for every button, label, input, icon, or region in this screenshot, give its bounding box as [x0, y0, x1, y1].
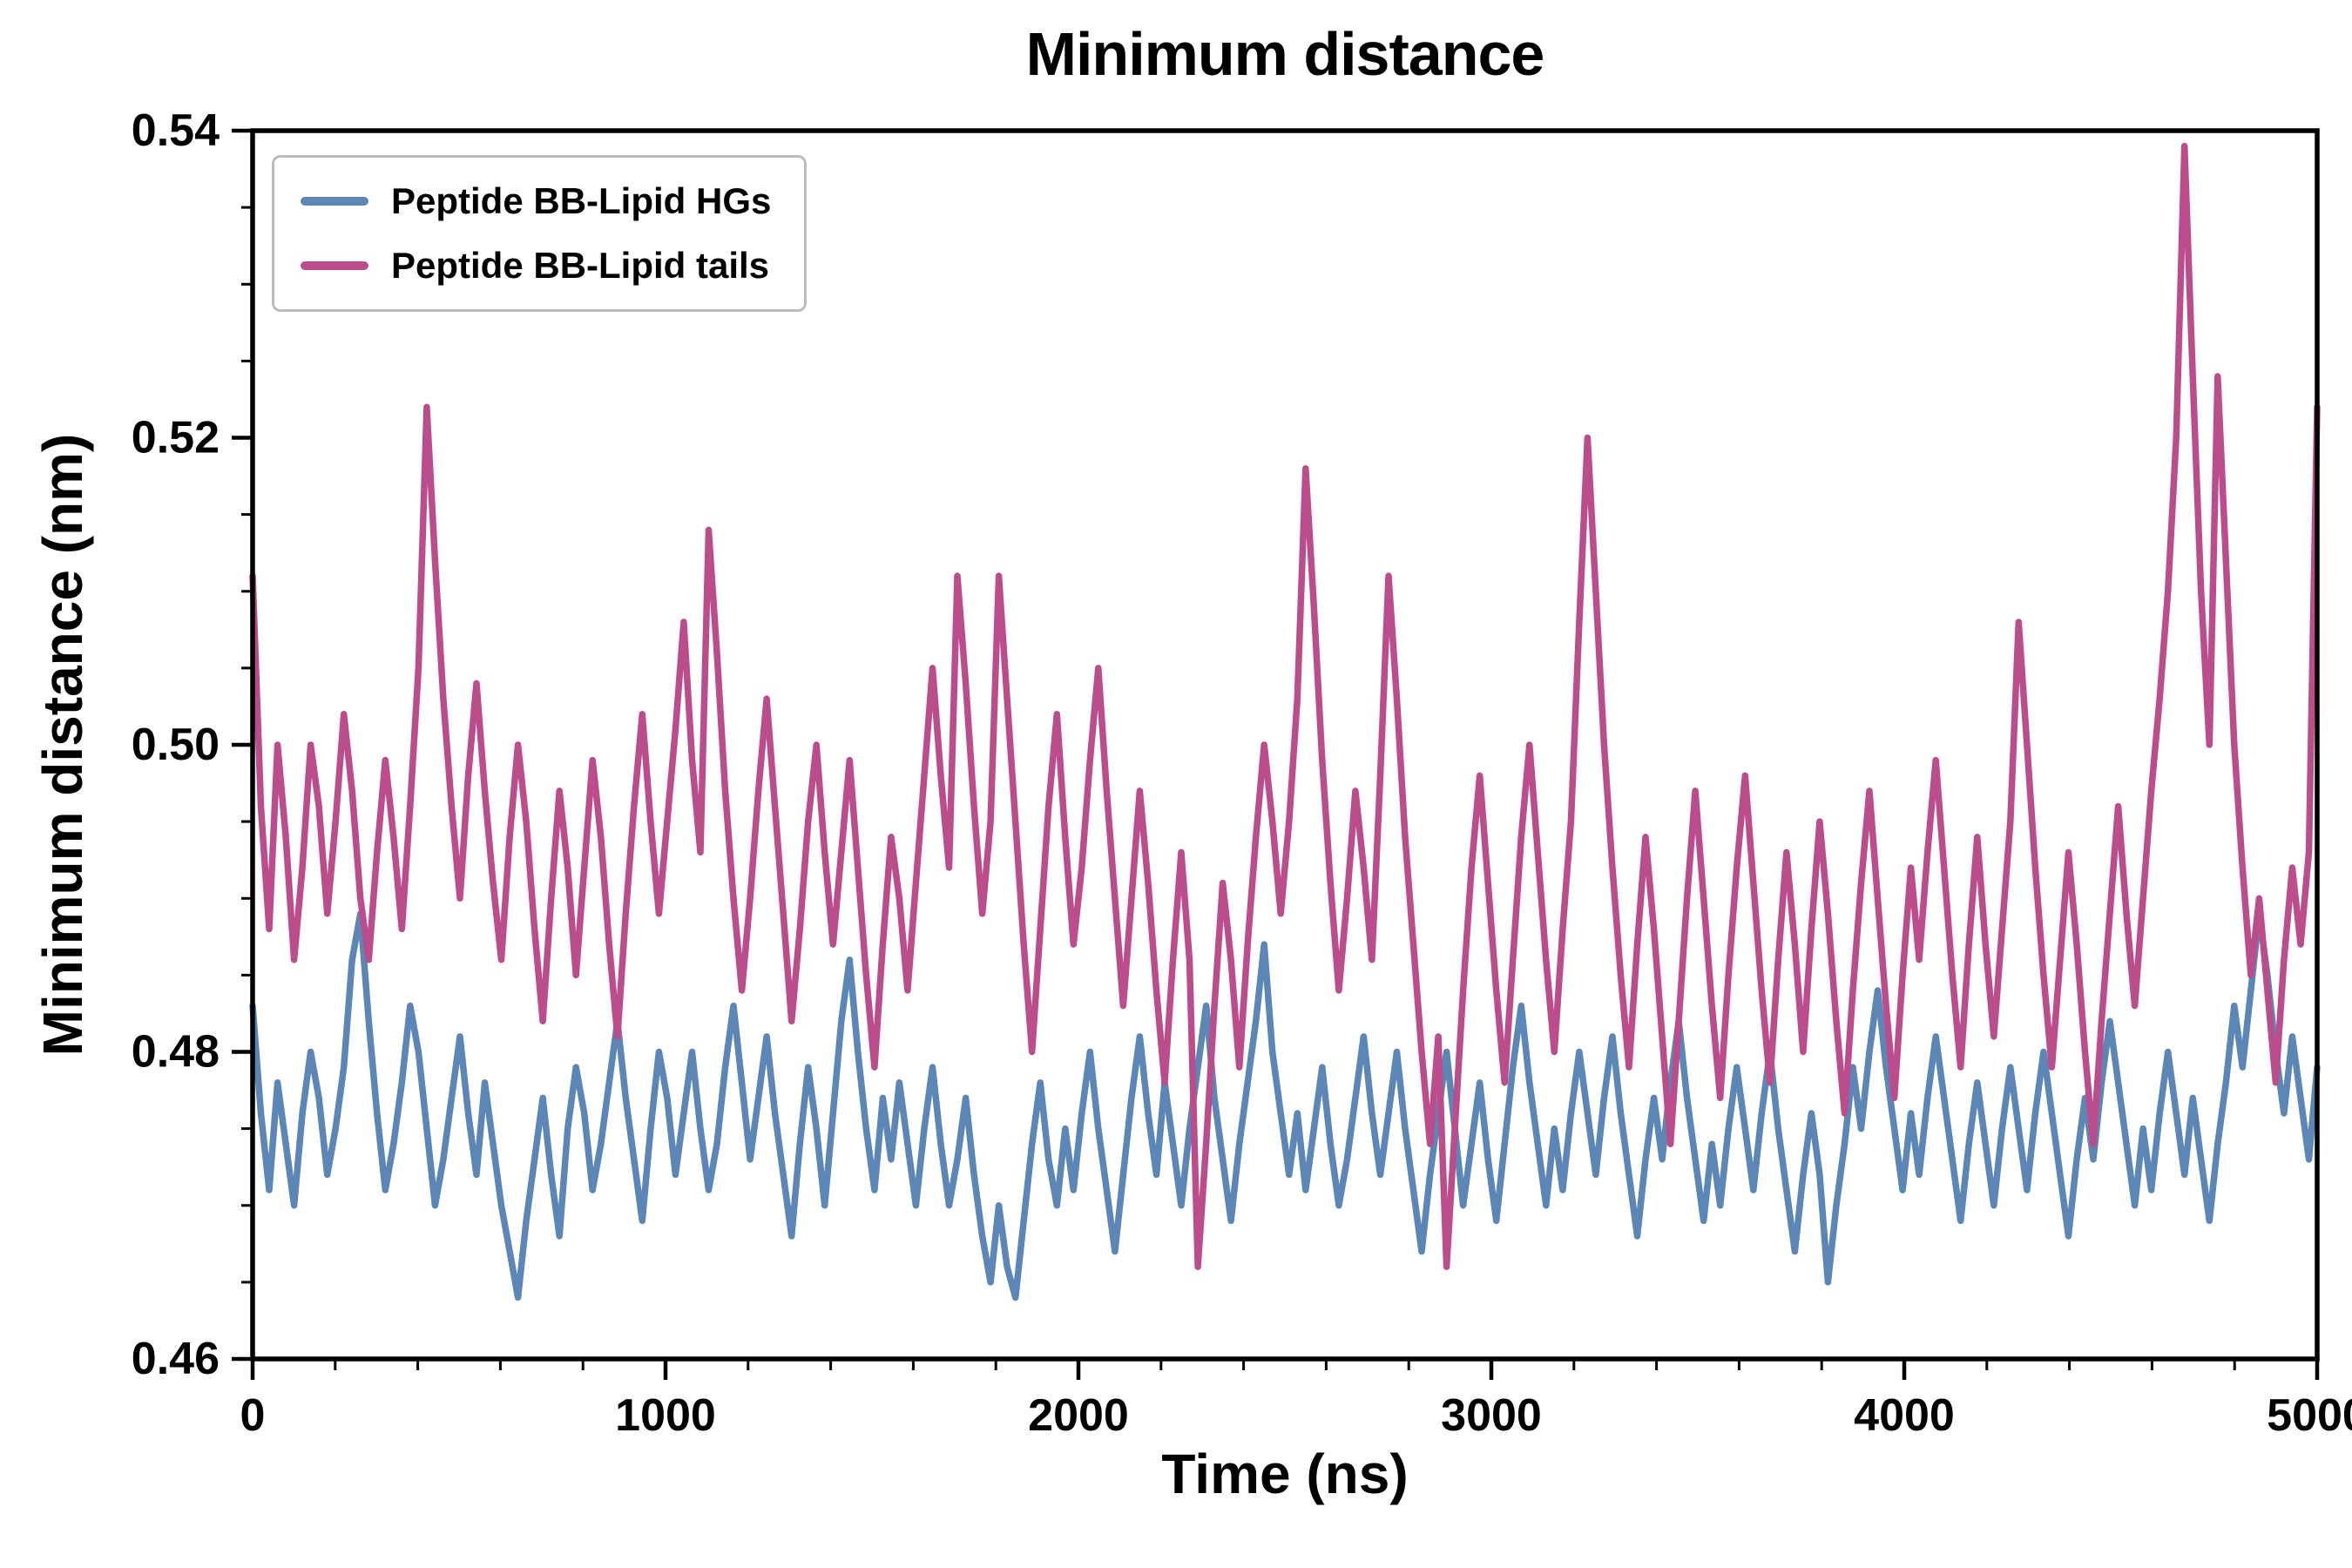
- legend-swatch: [301, 261, 368, 270]
- svg-text:4000: 4000: [1854, 1390, 1955, 1441]
- legend-item: Peptide BB-Lipid tails: [301, 245, 771, 287]
- legend-item: Peptide BB-Lipid HGs: [301, 180, 771, 222]
- svg-text:0.50: 0.50: [132, 720, 220, 770]
- svg-text:0: 0: [240, 1390, 266, 1441]
- svg-text:2000: 2000: [1028, 1390, 1129, 1441]
- svg-text:0.46: 0.46: [132, 1334, 220, 1384]
- legend: Peptide BB-Lipid HGs Peptide BB-Lipid ta…: [272, 155, 808, 312]
- svg-text:0.54: 0.54: [132, 105, 220, 156]
- chart-title: Minimum distance: [1025, 20, 1545, 88]
- legend-label: Peptide BB-Lipid HGs: [391, 180, 772, 221]
- legend-swatch: [301, 197, 368, 206]
- svg-text:0.48: 0.48: [132, 1027, 220, 1078]
- svg-text:0.52: 0.52: [132, 413, 220, 463]
- y-axis-label: Minimum distance (nm): [31, 433, 94, 1057]
- svg-text:1000: 1000: [615, 1390, 716, 1441]
- x-axis-label: Time (ns): [1161, 1443, 1409, 1505]
- legend-label: Peptide BB-Lipid tails: [391, 245, 770, 286]
- svg-text:3000: 3000: [1441, 1390, 1542, 1441]
